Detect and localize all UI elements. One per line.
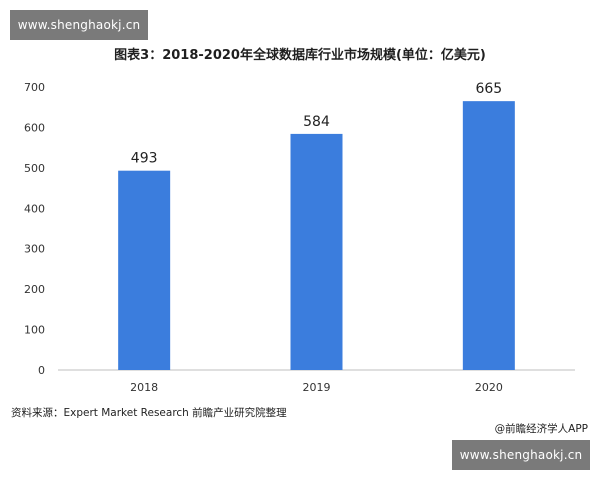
site-url-badge-bottom[interactable]: www.shenghaokj.cn [452, 440, 590, 470]
x-tick-label-2020: 2020 [475, 381, 503, 394]
site-url-badge-top[interactable]: www.shenghaokj.cn [10, 10, 148, 40]
y-tick-label: 200 [24, 283, 45, 296]
bar-2020 [462, 101, 515, 371]
y-tick-label: 400 [24, 202, 45, 215]
chart-title: 图表3：2018-2020年全球数据库行业市场规模(单位：亿美元) [114, 48, 486, 63]
data-label-2018: 493 [131, 151, 158, 167]
bar-2019 [290, 133, 343, 370]
data-label-2020: 665 [475, 81, 502, 97]
x-tick-label-2019: 2019 [303, 381, 331, 394]
x-tick-labels: 2018 2019 2020 [130, 381, 503, 394]
x-tick-label-2018: 2018 [130, 381, 158, 394]
y-tick-label: 0 [38, 364, 45, 377]
y-tick-labels: 0 100 200 300 400 500 600 700 [24, 81, 45, 377]
bars [118, 101, 515, 371]
data-labels: 493 584 665 [131, 81, 502, 167]
credit-note: @前瞻经济学人APP [494, 423, 588, 435]
y-tick-label: 300 [24, 243, 45, 256]
bar-2018 [118, 170, 171, 370]
data-label-2019: 584 [303, 114, 330, 130]
source-note: 资料来源：Expert Market Research 前瞻产业研究院整理 [11, 407, 287, 419]
y-tick-label: 500 [24, 162, 45, 175]
y-tick-label: 600 [24, 121, 45, 134]
y-tick-label: 100 [24, 324, 45, 337]
y-tick-label: 700 [24, 81, 45, 94]
